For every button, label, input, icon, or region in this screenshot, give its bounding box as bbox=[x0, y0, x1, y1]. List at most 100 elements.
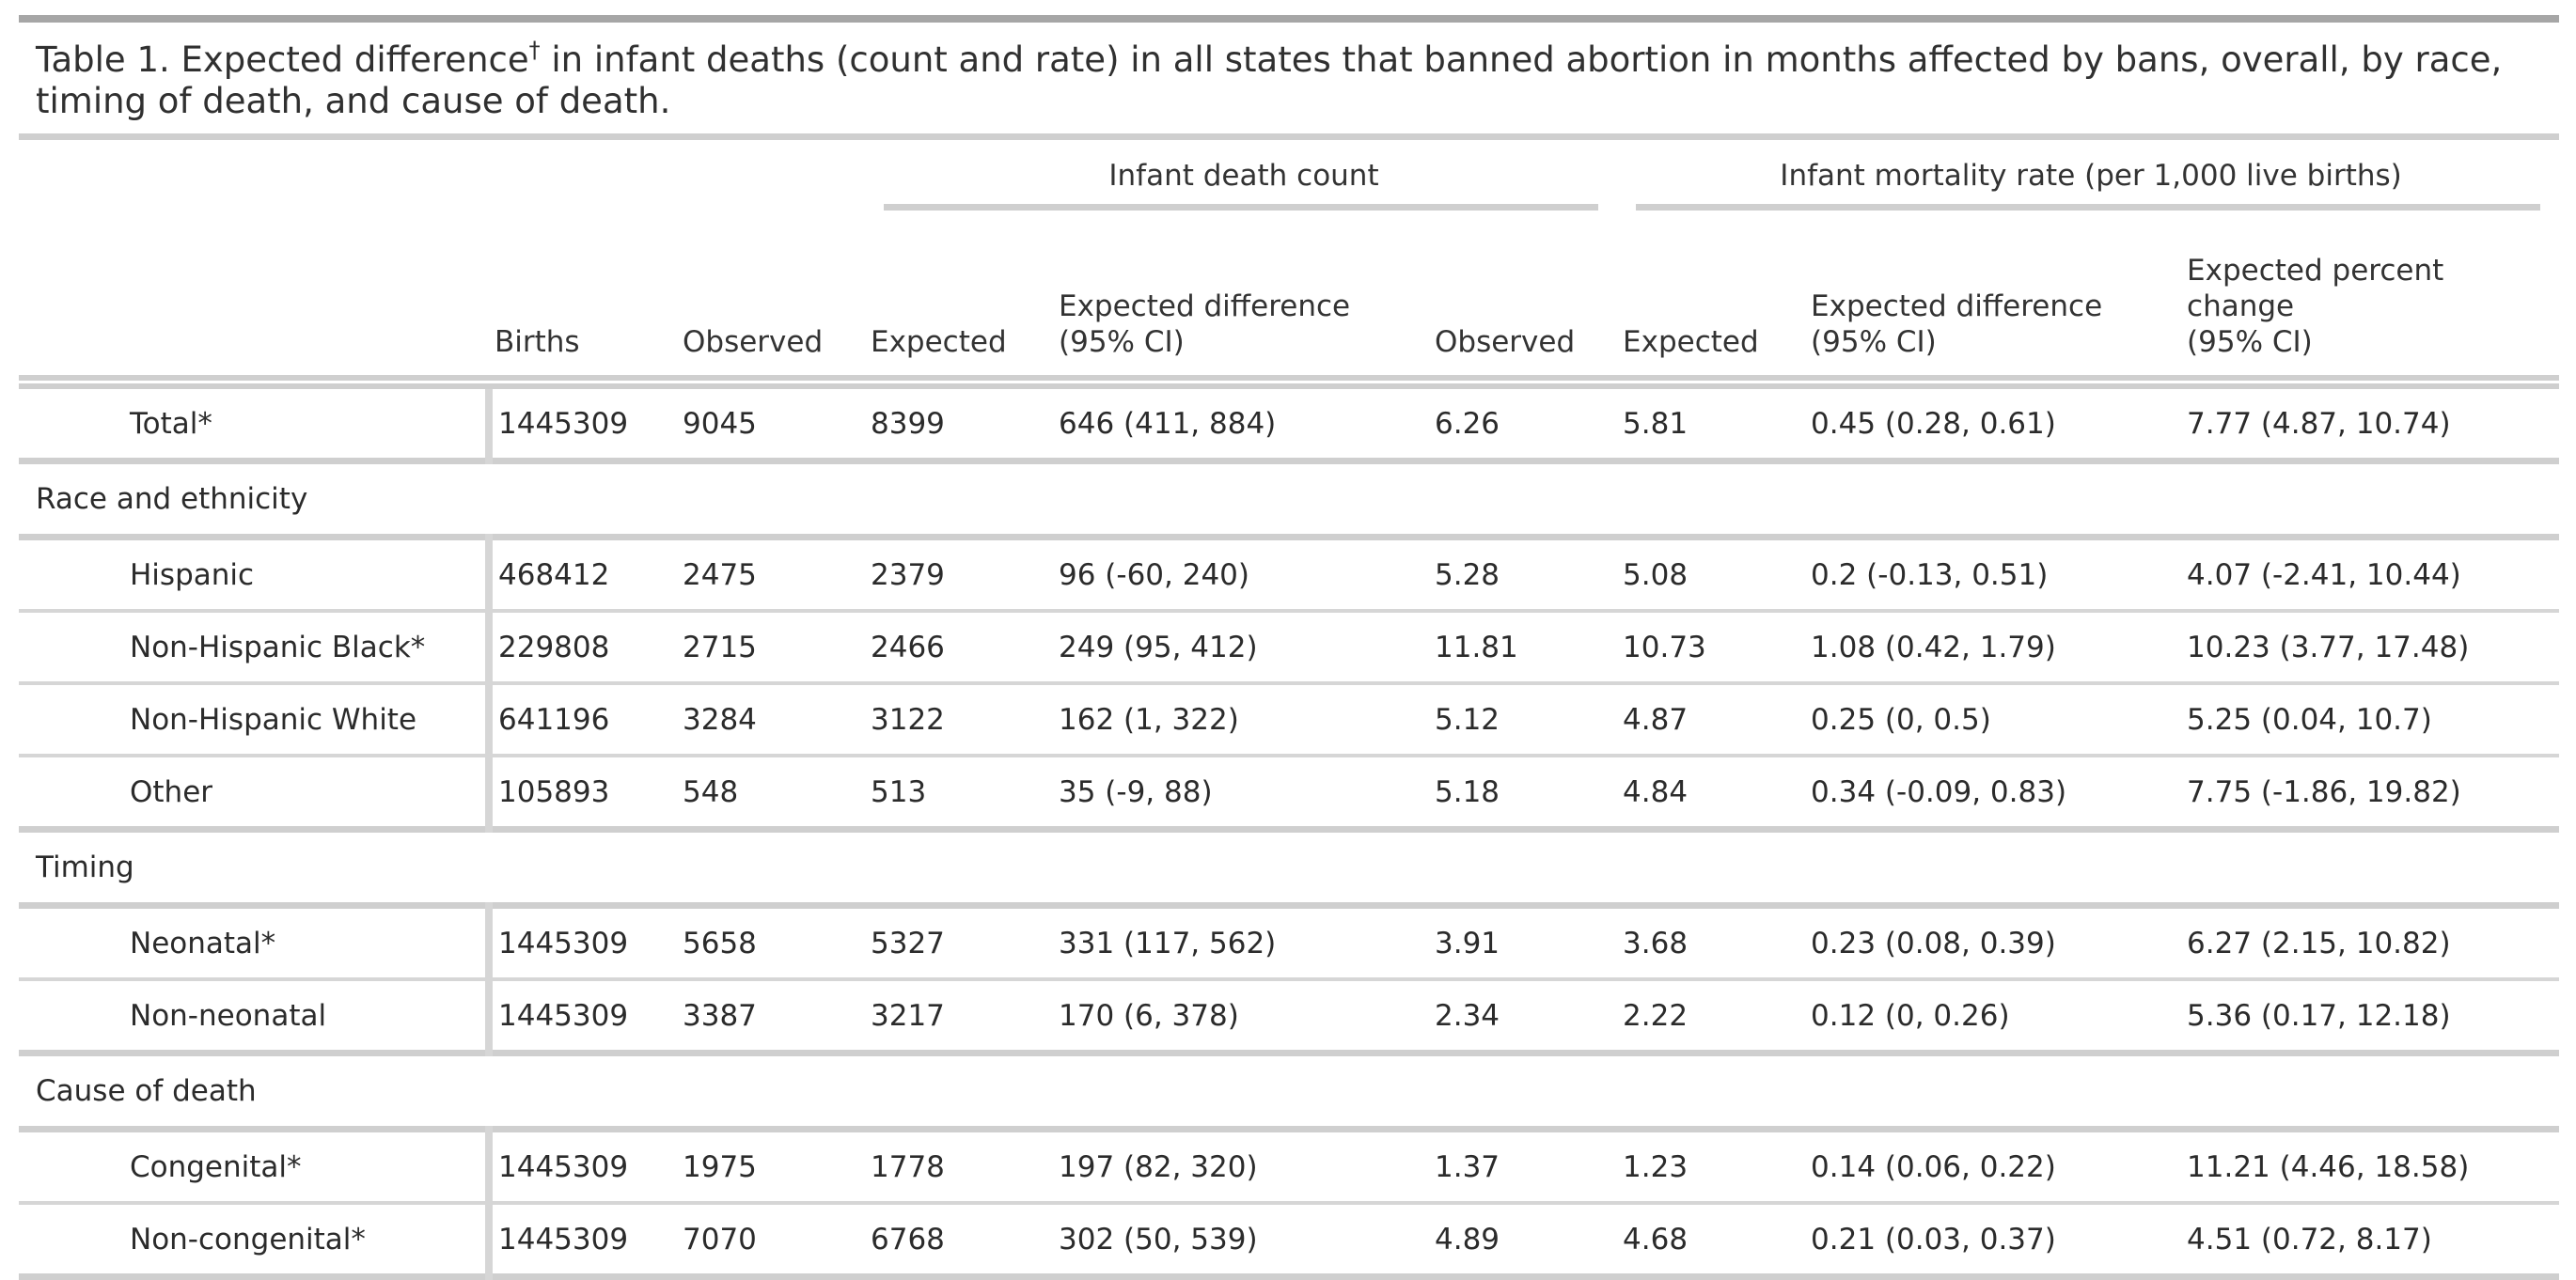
cell-rate-difference: 0.23 (0.08, 0.39) bbox=[1805, 905, 2182, 981]
col-pct-line3: (95% CI) bbox=[2187, 325, 2313, 359]
col-percent-change: Expected percent change (95% CI) bbox=[2181, 219, 2559, 375]
cell-rate-difference: 0.14 (0.06, 0.22) bbox=[1805, 1129, 2182, 1205]
cell-percent-change: 10.23 (3.77, 17.48) bbox=[2181, 611, 2560, 685]
group-header-timing: Timing bbox=[19, 829, 2560, 909]
cell-rate-expected: 4.68 bbox=[1617, 1203, 1806, 1280]
cell-percent-change: 7.77 (4.87, 10.74) bbox=[2181, 389, 2560, 464]
cell-count-difference: 170 (6, 378) bbox=[1053, 979, 1429, 1056]
group-header-race: Race and ethnicity bbox=[19, 460, 2560, 540]
table-row: Congenital* 1445309 1975 1778 197 (82, 3… bbox=[19, 1129, 2560, 1205]
cell-count-observed: 9045 bbox=[677, 389, 865, 464]
cell-count-expected: 6768 bbox=[865, 1203, 1053, 1280]
cell-rate-observed: 5.18 bbox=[1429, 756, 1618, 833]
col-count-expected: Expected bbox=[871, 325, 1007, 359]
table-row-total: Total* 1445309 9045 8399 646 (411, 884) … bbox=[19, 389, 2560, 464]
col-rate-difference: Expected difference (95% CI) bbox=[1805, 219, 2181, 375]
group-label: Race and ethnicity bbox=[19, 460, 2560, 540]
row-label: Congenital* bbox=[19, 1129, 493, 1205]
spanner-rate-label: Infant mortality rate (per 1,000 live bi… bbox=[1780, 159, 2402, 193]
dagger-mark: † bbox=[528, 36, 541, 63]
cell-rate-observed: 2.34 bbox=[1429, 979, 1618, 1056]
cell-rate-expected: 4.87 bbox=[1617, 683, 1806, 757]
title-rule bbox=[19, 133, 2559, 140]
cell-count-observed: 3284 bbox=[677, 683, 865, 757]
row-label: Total* bbox=[19, 389, 493, 464]
table-row: Non-Hispanic White 641196 3284 3122 162 … bbox=[19, 683, 2560, 757]
cell-rate-observed: 5.28 bbox=[1429, 537, 1618, 613]
cell-rate-observed: 4.89 bbox=[1429, 1203, 1618, 1280]
cell-rate-observed: 6.26 bbox=[1429, 389, 1618, 464]
col-pct-line1: Expected percent bbox=[2187, 254, 2444, 288]
cell-count-difference: 197 (82, 320) bbox=[1053, 1129, 1429, 1205]
cell-percent-change: 6.27 (2.15, 10.82) bbox=[2181, 905, 2560, 981]
table-row: Non-Hispanic Black* 229808 2715 2466 249… bbox=[19, 611, 2560, 685]
cell-rate-observed: 11.81 bbox=[1429, 611, 1618, 685]
cell-births: 1445309 bbox=[489, 1129, 677, 1205]
cell-rate-difference: 0.2 (-0.13, 0.51) bbox=[1805, 537, 2182, 613]
cell-births: 1445309 bbox=[489, 979, 677, 1056]
cell-count-difference: 35 (-9, 88) bbox=[1053, 756, 1429, 833]
table-row: Hispanic 468412 2475 2379 96 (-60, 240) … bbox=[19, 537, 2560, 613]
spanner-count-line bbox=[884, 204, 1599, 211]
cell-count-observed: 5658 bbox=[677, 905, 865, 981]
cell-births: 229808 bbox=[489, 611, 677, 685]
col-stub bbox=[19, 219, 489, 375]
cell-rate-difference: 1.08 (0.42, 1.79) bbox=[1805, 611, 2182, 685]
cell-percent-change: 5.36 (0.17, 12.18) bbox=[2181, 979, 2560, 1056]
cell-count-observed: 1975 bbox=[677, 1129, 865, 1205]
col-count-observed: Observed bbox=[683, 325, 824, 359]
cell-births: 468412 bbox=[489, 537, 677, 613]
cell-rate-expected: 5.81 bbox=[1617, 389, 1806, 464]
data-table: Infant death count Infant mortality rate… bbox=[19, 140, 2560, 1280]
col-pct-line2: change bbox=[2187, 289, 2295, 323]
group-label: Timing bbox=[19, 829, 2560, 909]
table-title: Table 1. Expected difference† in infant … bbox=[19, 23, 2559, 133]
cell-rate-expected: 10.73 bbox=[1617, 611, 1806, 685]
spanner-rate-line bbox=[1636, 204, 2541, 211]
spanner-count-label: Infant death count bbox=[1108, 159, 1379, 193]
cell-rate-observed: 1.37 bbox=[1429, 1129, 1618, 1205]
cell-count-difference: 162 (1, 322) bbox=[1053, 683, 1429, 757]
title-text: Table 1. Expected difference bbox=[36, 39, 529, 80]
cell-count-difference: 646 (411, 884) bbox=[1053, 389, 1429, 464]
cell-percent-change: 11.21 (4.46, 18.58) bbox=[2181, 1129, 2560, 1205]
table-row: Neonatal* 1445309 5658 5327 331 (117, 56… bbox=[19, 905, 2560, 981]
cell-rate-expected: 5.08 bbox=[1617, 537, 1806, 613]
cell-rate-observed: 3.91 bbox=[1429, 905, 1618, 981]
row-label: Neonatal* bbox=[19, 905, 493, 981]
group-label: Cause of death bbox=[19, 1053, 2560, 1132]
cell-count-observed: 7070 bbox=[677, 1203, 865, 1280]
col-rate-diff-line2: (95% CI) bbox=[1811, 325, 1937, 359]
cell-percent-change: 4.07 (-2.41, 10.44) bbox=[2181, 537, 2560, 613]
cell-count-expected: 5327 bbox=[865, 905, 1053, 981]
column-header-row: Births Observed Expected Expected differ… bbox=[19, 219, 2559, 375]
cell-births: 1445309 bbox=[489, 1203, 677, 1280]
cell-count-expected: 3217 bbox=[865, 979, 1053, 1056]
cell-rate-expected: 1.23 bbox=[1617, 1129, 1806, 1205]
cell-rate-expected: 2.22 bbox=[1617, 979, 1806, 1056]
cell-percent-change: 4.51 (0.72, 8.17) bbox=[2181, 1203, 2560, 1280]
cell-rate-difference: 0.45 (0.28, 0.61) bbox=[1805, 389, 2182, 464]
cell-count-observed: 3387 bbox=[677, 979, 865, 1056]
cell-count-expected: 8399 bbox=[865, 389, 1053, 464]
col-count-diff-line1: Expected difference bbox=[1059, 289, 1351, 323]
cell-rate-difference: 0.25 (0, 0.5) bbox=[1805, 683, 2182, 757]
cell-rate-difference: 0.34 (-0.09, 0.83) bbox=[1805, 756, 2182, 833]
cell-count-difference: 331 (117, 562) bbox=[1053, 905, 1429, 981]
cell-count-observed: 548 bbox=[677, 756, 865, 833]
cell-births: 1445309 bbox=[489, 389, 677, 464]
cell-births: 105893 bbox=[489, 756, 677, 833]
col-rate-observed: Observed bbox=[1435, 325, 1576, 359]
cell-count-difference: 249 (95, 412) bbox=[1053, 611, 1429, 685]
cell-rate-difference: 0.12 (0, 0.26) bbox=[1805, 979, 2182, 1056]
table-figure: Table 1. Expected difference† in infant … bbox=[19, 15, 2560, 1280]
row-label: Non-Hispanic Black* bbox=[19, 611, 493, 685]
title-text-rest: in infant deaths (count and rate) in all… bbox=[36, 39, 2503, 121]
table-row: Other 105893 548 513 35 (-9, 88) 5.18 4.… bbox=[19, 756, 2560, 833]
cell-count-difference: 96 (-60, 240) bbox=[1053, 537, 1429, 613]
cell-rate-expected: 4.84 bbox=[1617, 756, 1806, 833]
spanner-rate: Infant mortality rate (per 1,000 live bi… bbox=[1617, 140, 2559, 219]
cell-count-expected: 1778 bbox=[865, 1129, 1053, 1205]
col-rate-diff-line1: Expected difference bbox=[1811, 289, 2103, 323]
col-count-difference: Expected difference (95% CI) bbox=[1053, 219, 1429, 375]
